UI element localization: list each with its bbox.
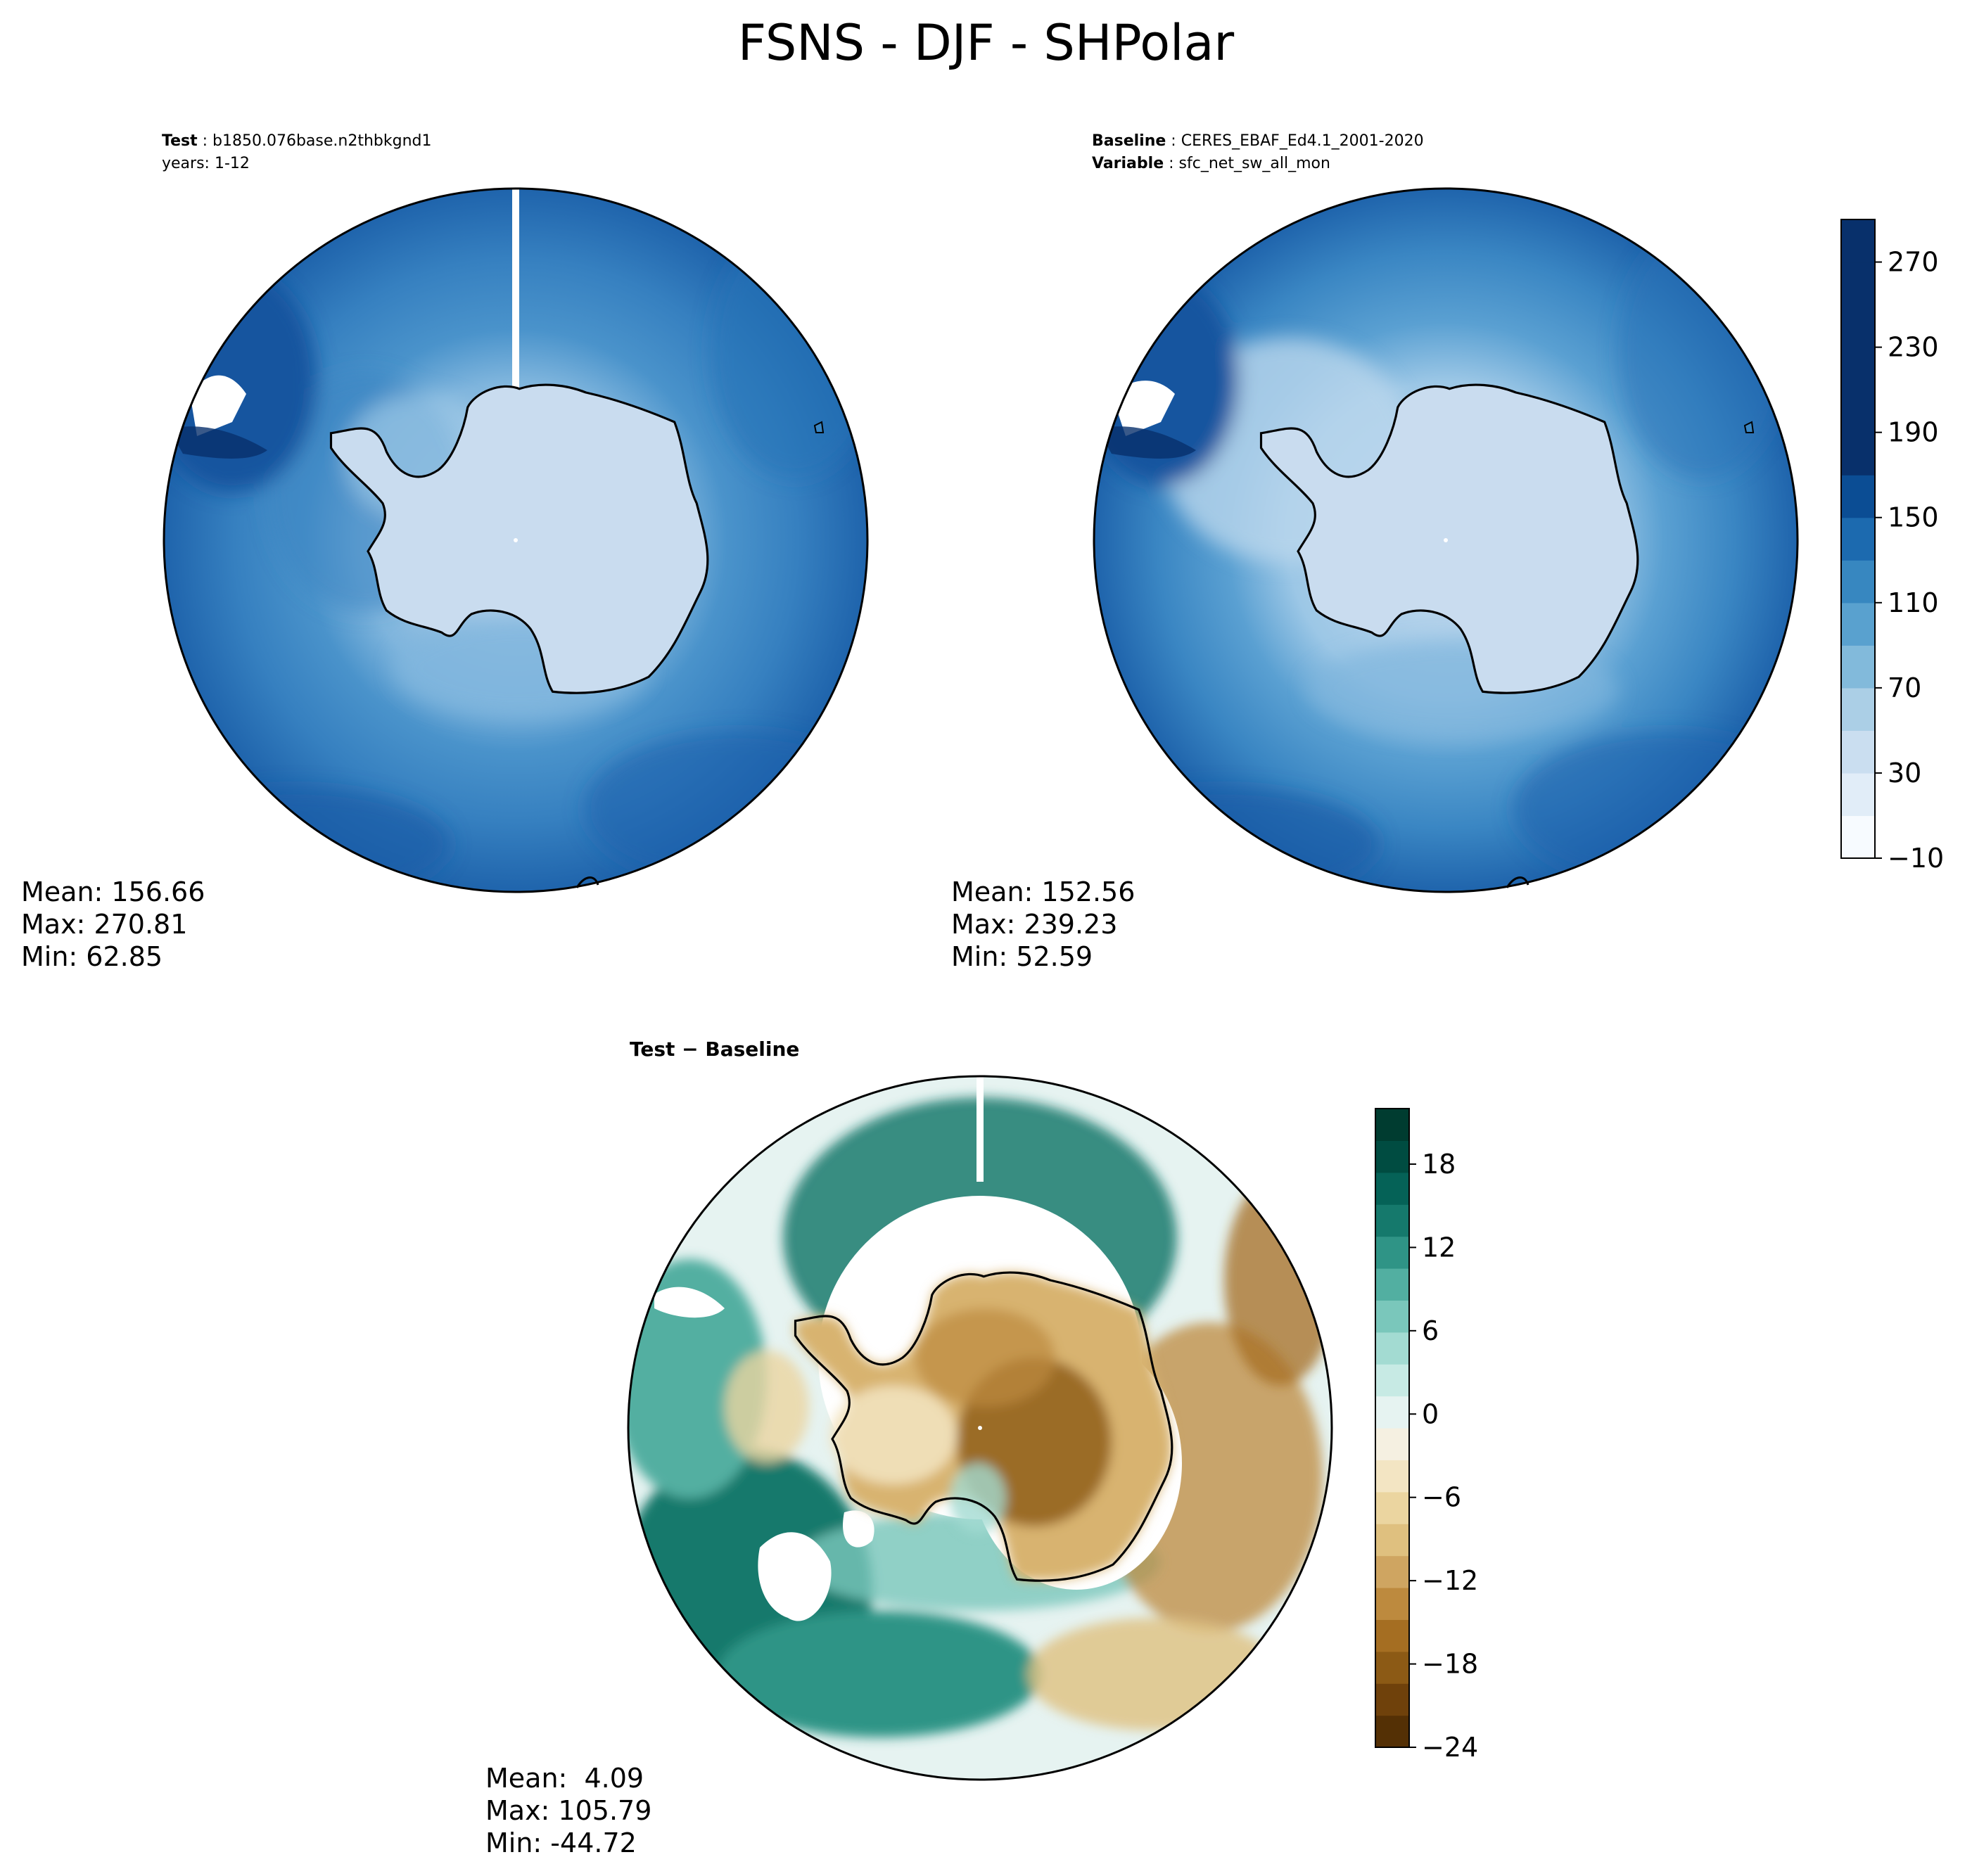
colorbar-diff-tick-label: 18 [1422, 1149, 1456, 1180]
colorbar-diff-segment [1375, 1651, 1409, 1684]
colorbar-diff-tick-label: −12 [1422, 1565, 1478, 1596]
colorbar-main-segment [1841, 390, 1875, 433]
colorbar-main-segment [1841, 347, 1875, 390]
colorbar-main-segment [1841, 560, 1875, 604]
colorbar-diff-segment [1375, 1491, 1409, 1524]
colorbar-diff-segment [1375, 1524, 1409, 1557]
colorbar-diff-tick-label: −6 [1422, 1482, 1461, 1513]
colorbar-main-segment [1841, 262, 1875, 305]
colorbar-main-tick-label: 150 [1888, 502, 1939, 533]
colorbar-diff-segment [1375, 1140, 1409, 1173]
colorbar-diff-segment [1375, 1172, 1409, 1205]
colorbar-diff-frame [1375, 1108, 1410, 1748]
colorbar-diff-segment [1375, 1715, 1409, 1748]
colorbar-main-tick-label: 110 [1888, 587, 1939, 618]
diff-mean: Mean: 4.09 [485, 1763, 644, 1794]
colorbar-diff-segment [1375, 1619, 1409, 1652]
colorbar-main-tick-label: 30 [1888, 758, 1921, 789]
colorbar-main-segment [1841, 730, 1875, 774]
colorbar-diff-tick-label: 6 [1422, 1315, 1439, 1346]
colorbar-diff-segment [1375, 1109, 1409, 1141]
test-map [163, 187, 869, 893]
colorbar-main-tick-label: 70 [1888, 672, 1921, 703]
colorbar-diff-segment [1375, 1268, 1409, 1301]
baseline-mean: Mean: 152.56 [951, 876, 1136, 907]
colorbar-diff-tick-label: −24 [1422, 1732, 1478, 1763]
baseline-map [1093, 187, 1799, 893]
test-max: Max: 270.81 [21, 909, 188, 940]
test-years: years: 1-12 [162, 155, 250, 172]
colorbar-diff: −24 −18 −12 −6 0 6 12 18 [1375, 1108, 1478, 1763]
test-min: Min: 62.85 [21, 941, 163, 972]
colorbar-diff-segment [1375, 1555, 1409, 1588]
colorbar-main-tick-label: 190 [1888, 417, 1939, 448]
diff-min: Min: -44.72 [485, 1827, 637, 1858]
variable-label-value: sfc_net_sw_all_mon [1178, 155, 1330, 172]
baseline-min: Min: 52.59 [951, 941, 1093, 972]
diff-map [627, 1075, 1333, 1781]
diff-stats: Mean: 4.09 Max: 105.79 Min: -44.72 [485, 1762, 651, 1859]
test-mean: Mean: 156.66 [21, 876, 205, 907]
colorbar-main: −10 30 70 110 150 190 230 270 [1840, 219, 1944, 874]
test-panel-header: Test : b1850.076base.n2thbkgnd1 years: 1… [162, 130, 432, 175]
baseline-stats: Mean: 152.56 Max: 239.23 Min: 52.59 [951, 876, 1135, 973]
colorbar-main-segment [1841, 687, 1875, 731]
colorbar-main-segment [1841, 602, 1875, 646]
colorbar-diff-segment [1375, 1588, 1409, 1620]
colorbar-diff-tick-label: 12 [1422, 1232, 1456, 1263]
colorbar-main-segment [1841, 305, 1875, 348]
baseline-label-value: CERES_EBAF_Ed4.1_2001-2020 [1181, 132, 1424, 150]
colorbar-main-segment [1841, 219, 1875, 263]
variable-label-key: Variable [1092, 155, 1164, 172]
colorbar-main-segment [1841, 432, 1875, 476]
colorbar-main-tick-label: 270 [1888, 247, 1939, 278]
colorbar-diff-segment [1375, 1300, 1409, 1333]
colorbar-main-frame [1840, 219, 1876, 859]
colorbar-diff-segment [1375, 1428, 1409, 1460]
colorbar-main-segment [1841, 645, 1875, 689]
colorbar-main-segment [1841, 475, 1875, 518]
colorbar-main-segment [1841, 517, 1875, 561]
diff-max: Max: 105.79 [485, 1795, 652, 1826]
colorbar-diff-tick-label: 0 [1422, 1398, 1439, 1429]
colorbar-diff-segment [1375, 1236, 1409, 1269]
diff-panel-title: Test − Baseline [630, 1038, 800, 1061]
test-label-value: b1850.076base.n2thbkgnd1 [212, 132, 432, 150]
baseline-label-key: Baseline [1092, 132, 1166, 150]
baseline-panel-header: Baseline : CERES_EBAF_Ed4.1_2001-2020 Va… [1092, 132, 1424, 172]
colorbar-diff-tick-label: −18 [1422, 1649, 1478, 1680]
baseline-max: Max: 239.23 [951, 909, 1118, 940]
figure-title: FSNS - DJF - SHPolar [737, 14, 1235, 72]
colorbar-diff-segment [1375, 1332, 1409, 1365]
test-label-key: Test [162, 132, 198, 150]
colorbar-diff-segment [1375, 1460, 1409, 1493]
colorbar-diff-segment [1375, 1364, 1409, 1397]
colorbar-main-segment [1841, 772, 1875, 817]
colorbar-diff-segment [1375, 1683, 1409, 1716]
colorbar-main-segment [1841, 815, 1875, 859]
colorbar-main-tick-label: 230 [1888, 332, 1939, 363]
test-stats: Mean: 156.66 Max: 270.81 Min: 62.85 [21, 876, 205, 973]
colorbar-diff-segment [1375, 1204, 1409, 1237]
colorbar-diff-segment [1375, 1396, 1409, 1429]
colorbar-main-tick-label: −10 [1888, 843, 1944, 874]
